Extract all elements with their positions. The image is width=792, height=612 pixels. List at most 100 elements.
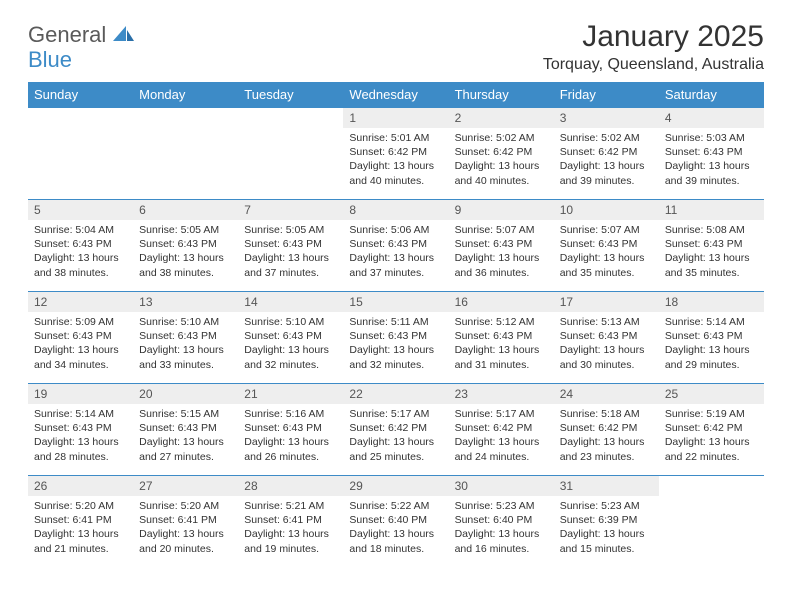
- weekday-sunday: Sunday: [28, 82, 133, 108]
- day-body: Sunrise: 5:11 AMSunset: 6:43 PMDaylight:…: [343, 312, 448, 376]
- calendar-row: 1Sunrise: 5:01 AMSunset: 6:42 PMDaylight…: [28, 108, 764, 200]
- day-cell-10: 10Sunrise: 5:07 AMSunset: 6:43 PMDayligh…: [554, 200, 659, 292]
- weekday-thursday: Thursday: [449, 82, 554, 108]
- day-cell-16: 16Sunrise: 5:12 AMSunset: 6:43 PMDayligh…: [449, 292, 554, 384]
- day-cell-23: 23Sunrise: 5:17 AMSunset: 6:42 PMDayligh…: [449, 384, 554, 476]
- day-cell-6: 6Sunrise: 5:05 AMSunset: 6:43 PMDaylight…: [133, 200, 238, 292]
- day-number: 3: [554, 108, 659, 128]
- day-body: Sunrise: 5:22 AMSunset: 6:40 PMDaylight:…: [343, 496, 448, 560]
- day-cell-14: 14Sunrise: 5:10 AMSunset: 6:43 PMDayligh…: [238, 292, 343, 384]
- day-cell-2: 2Sunrise: 5:02 AMSunset: 6:42 PMDaylight…: [449, 108, 554, 200]
- calendar-body: 1Sunrise: 5:01 AMSunset: 6:42 PMDaylight…: [28, 108, 764, 568]
- day-body: Sunrise: 5:15 AMSunset: 6:43 PMDaylight:…: [133, 404, 238, 468]
- day-body: Sunrise: 5:13 AMSunset: 6:43 PMDaylight:…: [554, 312, 659, 376]
- day-body: Sunrise: 5:10 AMSunset: 6:43 PMDaylight:…: [238, 312, 343, 376]
- weekday-wednesday: Wednesday: [343, 82, 448, 108]
- day-cell-21: 21Sunrise: 5:16 AMSunset: 6:43 PMDayligh…: [238, 384, 343, 476]
- day-cell-empty: [28, 108, 133, 200]
- day-body: Sunrise: 5:07 AMSunset: 6:43 PMDaylight:…: [554, 220, 659, 284]
- logo-text-stack: General Blue: [28, 24, 135, 73]
- day-number: 16: [449, 292, 554, 312]
- day-number: 6: [133, 200, 238, 220]
- day-number: 12: [28, 292, 133, 312]
- day-cell-empty: [659, 476, 764, 568]
- day-number: 9: [449, 200, 554, 220]
- day-number: 29: [343, 476, 448, 496]
- page-subtitle: Torquay, Queensland, Australia: [543, 56, 764, 74]
- day-body: Sunrise: 5:14 AMSunset: 6:43 PMDaylight:…: [28, 404, 133, 468]
- day-body: Sunrise: 5:17 AMSunset: 6:42 PMDaylight:…: [449, 404, 554, 468]
- day-cell-25: 25Sunrise: 5:19 AMSunset: 6:42 PMDayligh…: [659, 384, 764, 476]
- weekday-tuesday: Tuesday: [238, 82, 343, 108]
- day-number: 21: [238, 384, 343, 404]
- calendar-row: 19Sunrise: 5:14 AMSunset: 6:43 PMDayligh…: [28, 384, 764, 476]
- day-body: Sunrise: 5:10 AMSunset: 6:43 PMDaylight:…: [133, 312, 238, 376]
- day-number: 22: [343, 384, 448, 404]
- day-number: 24: [554, 384, 659, 404]
- day-number: 20: [133, 384, 238, 404]
- weekday-row: SundayMondayTuesdayWednesdayThursdayFrid…: [28, 82, 764, 108]
- day-body: Sunrise: 5:21 AMSunset: 6:41 PMDaylight:…: [238, 496, 343, 560]
- day-number: 10: [554, 200, 659, 220]
- day-body: Sunrise: 5:17 AMSunset: 6:42 PMDaylight:…: [343, 404, 448, 468]
- calendar-row: 26Sunrise: 5:20 AMSunset: 6:41 PMDayligh…: [28, 476, 764, 568]
- logo-text-blue: Blue: [28, 47, 72, 72]
- day-cell-15: 15Sunrise: 5:11 AMSunset: 6:43 PMDayligh…: [343, 292, 448, 384]
- header: General Blue January 2025 Torquay, Queen…: [28, 20, 764, 74]
- day-cell-31: 31Sunrise: 5:23 AMSunset: 6:39 PMDayligh…: [554, 476, 659, 568]
- day-cell-7: 7Sunrise: 5:05 AMSunset: 6:43 PMDaylight…: [238, 200, 343, 292]
- day-body: Sunrise: 5:18 AMSunset: 6:42 PMDaylight:…: [554, 404, 659, 468]
- day-body: Sunrise: 5:07 AMSunset: 6:43 PMDaylight:…: [449, 220, 554, 284]
- day-number: 31: [554, 476, 659, 496]
- day-cell-4: 4Sunrise: 5:03 AMSunset: 6:43 PMDaylight…: [659, 108, 764, 200]
- day-body: Sunrise: 5:03 AMSunset: 6:43 PMDaylight:…: [659, 128, 764, 192]
- day-cell-11: 11Sunrise: 5:08 AMSunset: 6:43 PMDayligh…: [659, 200, 764, 292]
- day-cell-9: 9Sunrise: 5:07 AMSunset: 6:43 PMDaylight…: [449, 200, 554, 292]
- day-cell-3: 3Sunrise: 5:02 AMSunset: 6:42 PMDaylight…: [554, 108, 659, 200]
- day-number: 23: [449, 384, 554, 404]
- day-number: 8: [343, 200, 448, 220]
- day-body: Sunrise: 5:09 AMSunset: 6:43 PMDaylight:…: [28, 312, 133, 376]
- day-number: 17: [554, 292, 659, 312]
- day-body: Sunrise: 5:05 AMSunset: 6:43 PMDaylight:…: [133, 220, 238, 284]
- day-number: 1: [343, 108, 448, 128]
- logo-sail-icon: [113, 26, 135, 47]
- day-number: 7: [238, 200, 343, 220]
- day-cell-30: 30Sunrise: 5:23 AMSunset: 6:40 PMDayligh…: [449, 476, 554, 568]
- day-number: 4: [659, 108, 764, 128]
- day-cell-1: 1Sunrise: 5:01 AMSunset: 6:42 PMDaylight…: [343, 108, 448, 200]
- day-body: Sunrise: 5:06 AMSunset: 6:43 PMDaylight:…: [343, 220, 448, 284]
- day-cell-12: 12Sunrise: 5:09 AMSunset: 6:43 PMDayligh…: [28, 292, 133, 384]
- day-number: 25: [659, 384, 764, 404]
- page: General Blue January 2025 Torquay, Queen…: [0, 0, 792, 568]
- day-number: 5: [28, 200, 133, 220]
- logo-text-general: General: [28, 22, 106, 47]
- day-number: 13: [133, 292, 238, 312]
- day-cell-13: 13Sunrise: 5:10 AMSunset: 6:43 PMDayligh…: [133, 292, 238, 384]
- day-body: Sunrise: 5:12 AMSunset: 6:43 PMDaylight:…: [449, 312, 554, 376]
- day-body: Sunrise: 5:20 AMSunset: 6:41 PMDaylight:…: [133, 496, 238, 560]
- day-body: Sunrise: 5:14 AMSunset: 6:43 PMDaylight:…: [659, 312, 764, 376]
- logo: General Blue: [28, 20, 135, 73]
- title-block: January 2025 Torquay, Queensland, Austra…: [543, 20, 764, 74]
- day-cell-18: 18Sunrise: 5:14 AMSunset: 6:43 PMDayligh…: [659, 292, 764, 384]
- day-cell-26: 26Sunrise: 5:20 AMSunset: 6:41 PMDayligh…: [28, 476, 133, 568]
- day-number: 14: [238, 292, 343, 312]
- day-body: Sunrise: 5:01 AMSunset: 6:42 PMDaylight:…: [343, 128, 448, 192]
- weekday-saturday: Saturday: [659, 82, 764, 108]
- day-body: Sunrise: 5:08 AMSunset: 6:43 PMDaylight:…: [659, 220, 764, 284]
- day-cell-24: 24Sunrise: 5:18 AMSunset: 6:42 PMDayligh…: [554, 384, 659, 476]
- day-body: Sunrise: 5:05 AMSunset: 6:43 PMDaylight:…: [238, 220, 343, 284]
- day-number: 15: [343, 292, 448, 312]
- day-number: 30: [449, 476, 554, 496]
- calendar-row: 5Sunrise: 5:04 AMSunset: 6:43 PMDaylight…: [28, 200, 764, 292]
- day-cell-28: 28Sunrise: 5:21 AMSunset: 6:41 PMDayligh…: [238, 476, 343, 568]
- day-cell-20: 20Sunrise: 5:15 AMSunset: 6:43 PMDayligh…: [133, 384, 238, 476]
- day-number: 27: [133, 476, 238, 496]
- day-cell-empty: [238, 108, 343, 200]
- day-body: Sunrise: 5:02 AMSunset: 6:42 PMDaylight:…: [554, 128, 659, 192]
- day-cell-19: 19Sunrise: 5:14 AMSunset: 6:43 PMDayligh…: [28, 384, 133, 476]
- day-number: 18: [659, 292, 764, 312]
- day-cell-29: 29Sunrise: 5:22 AMSunset: 6:40 PMDayligh…: [343, 476, 448, 568]
- day-cell-empty: [133, 108, 238, 200]
